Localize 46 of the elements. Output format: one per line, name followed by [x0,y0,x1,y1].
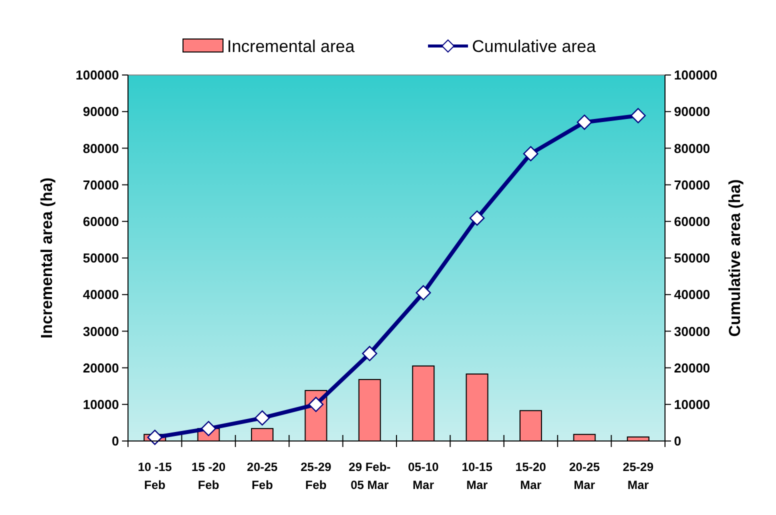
x-tick-label: 25-29 Mar [622,460,654,492]
point [308,396,324,412]
x-tick-label: 25-29 Feb [300,460,332,492]
y-tick-label: 90000 [82,104,119,120]
point [362,346,378,362]
point [254,410,270,426]
x-tick-label: 05-10 Mar [408,460,440,492]
y-tick-label: 30000 [82,324,119,339]
point [147,430,162,445]
y2-axis-title: Cumulative area (ha) [727,179,744,337]
x-tick-label: 20-25 Mar [569,460,600,492]
y2-tick-label: 50000 [674,250,710,266]
x-tick-label: 20-25 Feb [246,460,278,492]
point [416,285,431,300]
x-tick-label: 29 Feb-05 Mar [348,460,391,492]
y-tick-label: 100000 [76,68,119,83]
point [576,114,592,130]
y-tick-label: 10000 [82,396,119,412]
y2-tick-label: 30000 [674,324,710,339]
y-tick-label: 60000 [82,214,119,229]
x-tick-label: 15-20 Mar [515,460,546,492]
x-tick-label: 15 -20 Feb [192,460,226,492]
y2-tick-label: 70000 [674,177,710,192]
y-tick-label: 20000 [82,360,119,376]
x-tick-label: 10-15 Mar [462,460,493,492]
point [523,146,538,162]
x-tick-label: 10 -15 Feb [138,460,172,492]
y2-tick-label: 90000 [674,104,710,120]
y2-tick-label: 20000 [674,360,710,376]
y-tick-label: 0 [112,434,119,449]
y-tick-label: 70000 [82,177,119,192]
y2-tick-label: 0 [674,434,682,449]
y2-tick-label: 60000 [674,214,710,229]
y2-tick-label: 40000 [674,287,710,302]
y2-tick-label: 10000 [674,396,710,412]
y-tick-label: 40000 [82,287,119,302]
y-tick-label: 80000 [82,140,119,156]
point [469,210,485,226]
y-tick-label: 50000 [82,250,119,266]
point [630,108,646,124]
legend-label: Incremental area [227,37,356,56]
point [200,420,216,436]
y2-tick-label: 100000 [674,68,718,83]
legend-label: Cumulative area [472,37,596,56]
y-axis-title: Incremental area (ha) [39,178,56,338]
y2-tick-label: 80000 [674,140,710,156]
